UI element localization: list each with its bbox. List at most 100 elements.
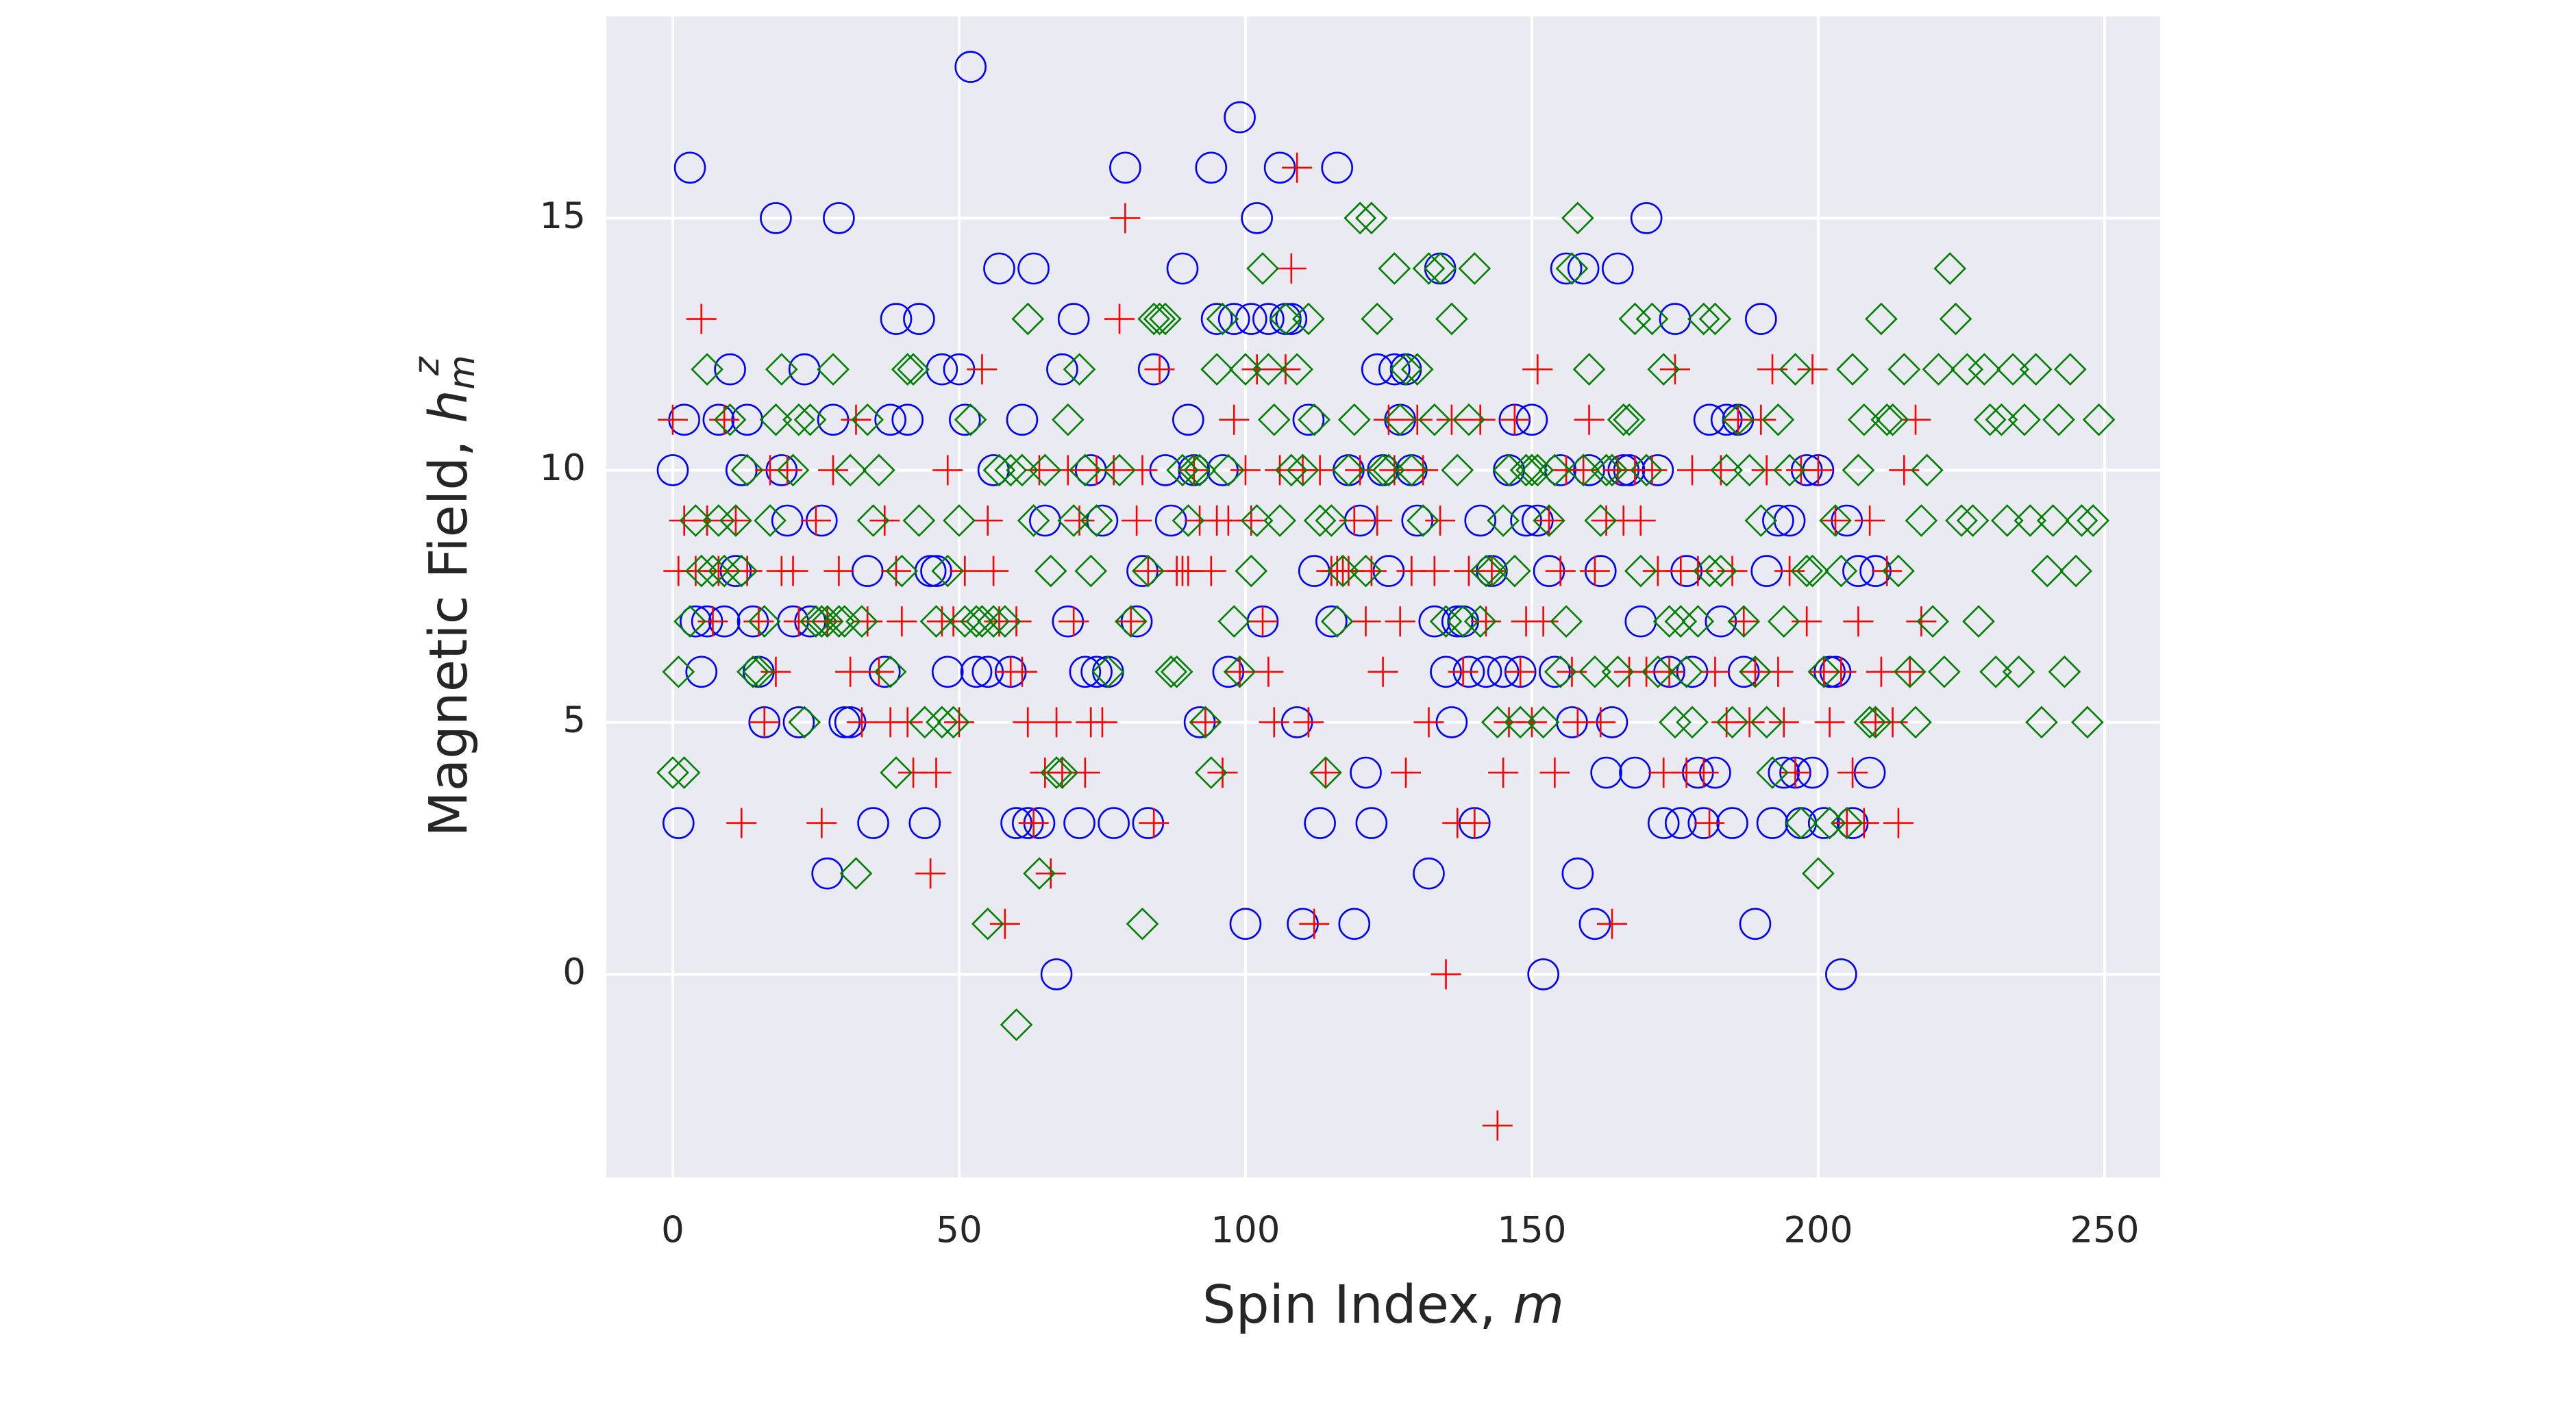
point: [1372, 453, 1405, 487]
point: [1114, 605, 1148, 638]
point: [720, 505, 751, 536]
point: [1006, 403, 1039, 436]
point: [1332, 453, 1365, 487]
point: [1647, 807, 1680, 839]
point: [793, 403, 827, 436]
point: [1985, 403, 2018, 436]
point: [1681, 605, 1715, 638]
point: [749, 707, 780, 738]
x-tick-label: 250: [2070, 1210, 2139, 1251]
marks: [656, 51, 2116, 1141]
point: [1338, 908, 1371, 940]
point: [1751, 455, 1782, 486]
point: [1928, 655, 1961, 688]
point: [863, 453, 895, 487]
point: [1241, 354, 1272, 385]
point: [863, 656, 894, 687]
point: [1642, 655, 1674, 688]
point: [1837, 757, 1868, 788]
point: [1074, 554, 1108, 588]
point: [1310, 757, 1341, 788]
x-tick-label: 150: [1497, 1210, 1566, 1251]
point: [1275, 303, 1308, 335]
point: [2070, 706, 2104, 739]
point: [1664, 605, 1698, 638]
point: [931, 656, 964, 688]
point: [1109, 151, 1141, 184]
point: [1166, 453, 1199, 487]
point: [897, 353, 930, 386]
point: [1230, 455, 1261, 486]
point: [839, 857, 873, 890]
point: [845, 605, 878, 638]
point: [1906, 606, 1937, 637]
point: [1905, 504, 1938, 537]
point: [1126, 907, 1159, 940]
point: [1499, 404, 1530, 435]
point: [1567, 453, 1600, 487]
point: [1700, 656, 1731, 687]
point: [818, 455, 849, 486]
point: [1504, 706, 1537, 739]
point: [725, 554, 758, 588]
point: [692, 505, 723, 536]
point: [657, 404, 688, 435]
point: [1865, 302, 1898, 336]
point: [982, 453, 1016, 487]
point: [1286, 453, 1320, 487]
point: [914, 555, 947, 587]
point: [1744, 504, 1778, 537]
point: [1561, 201, 1594, 235]
point: [1693, 554, 1726, 588]
point: [1349, 554, 1383, 588]
point: [1276, 253, 1306, 284]
point: [960, 605, 993, 638]
point: [1429, 605, 1463, 638]
point: [1345, 455, 1376, 486]
point: [841, 404, 871, 435]
point: [1590, 756, 1622, 789]
point: [1756, 756, 1789, 789]
point: [1298, 403, 1331, 436]
point: [1899, 706, 1932, 739]
point: [977, 605, 1010, 638]
point: [1224, 656, 1255, 687]
point: [1635, 302, 1669, 336]
point: [1391, 757, 1422, 788]
point: [782, 403, 815, 436]
point: [1418, 605, 1451, 638]
point: [1013, 707, 1043, 738]
point: [1362, 505, 1393, 536]
plot-area: [606, 16, 2160, 1177]
point: [1756, 807, 1789, 839]
point: [1252, 303, 1285, 335]
point: [1195, 151, 1228, 184]
point: [1299, 908, 1330, 939]
point: [1282, 152, 1313, 183]
point: [1045, 756, 1079, 789]
point: [714, 353, 746, 386]
point: [1893, 655, 1927, 688]
point: [1803, 455, 1833, 486]
point: [742, 655, 776, 688]
point: [1687, 302, 1720, 336]
point: [1688, 757, 1719, 788]
point: [1080, 656, 1113, 688]
point: [1790, 554, 1824, 588]
point: [960, 656, 993, 688]
point: [1464, 504, 1496, 537]
point: [1115, 606, 1146, 637]
point: [2008, 403, 2041, 436]
point: [1304, 807, 1336, 839]
point: [1733, 453, 1766, 487]
point: [1378, 252, 1411, 285]
y-tick-label: 15: [540, 195, 586, 237]
point: [1144, 354, 1175, 385]
point: [1870, 403, 1904, 436]
point: [1320, 605, 1354, 638]
point: [1137, 302, 1171, 336]
point: [972, 505, 1003, 536]
point: [989, 908, 1020, 939]
point: [1624, 605, 1657, 638]
point: [1366, 453, 1400, 487]
